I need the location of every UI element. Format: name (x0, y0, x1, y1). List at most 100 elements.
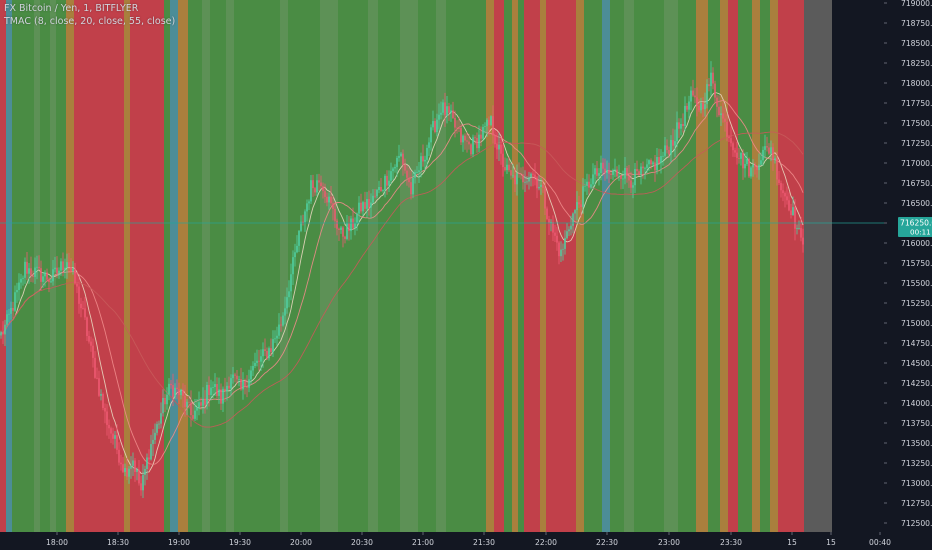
candle (146, 453, 148, 480)
candle-body (772, 147, 774, 160)
candle (510, 162, 512, 180)
candle (628, 164, 630, 188)
candle (358, 196, 360, 224)
candle (422, 144, 424, 167)
candle (752, 159, 754, 177)
candle (214, 373, 216, 397)
candle (192, 403, 194, 420)
candle (32, 270, 34, 283)
price-tick-label: 718000.00 (901, 79, 932, 88)
candle (280, 316, 282, 332)
time-tick-label: 18:30 (107, 538, 129, 547)
candle-body (486, 119, 488, 127)
candle-body (446, 106, 448, 116)
candle-body (366, 198, 368, 209)
candle (544, 181, 546, 215)
symbol-title[interactable]: FX Bitcoin / Yen, 1, BITFLYER (4, 3, 139, 14)
candle (684, 96, 686, 131)
candle-body (494, 135, 496, 145)
ma-line-55 (0, 131, 804, 428)
candle (790, 203, 792, 219)
candle (462, 134, 464, 152)
candle-body (784, 193, 786, 197)
candle-body (414, 172, 416, 178)
candle (112, 427, 114, 445)
candle (360, 193, 362, 214)
candle-body (164, 398, 166, 405)
candle-body (42, 276, 44, 282)
candle (686, 103, 688, 112)
candle (522, 166, 524, 190)
candle (520, 167, 522, 180)
candle (76, 272, 78, 294)
candle (294, 243, 296, 267)
price-axis[interactable]: 719000.00 718750.00 718500.00 718250.00 7180… (884, 0, 932, 550)
candle (274, 330, 276, 343)
candle (332, 195, 334, 221)
candle-body (104, 407, 106, 412)
candle (500, 137, 502, 165)
candle (800, 216, 802, 242)
candle (62, 252, 64, 277)
candle-body (450, 110, 452, 113)
candle (598, 168, 600, 186)
candle-body (2, 332, 4, 335)
candle-body (162, 398, 164, 414)
candle-body (524, 181, 526, 183)
candle (206, 381, 208, 410)
candle (204, 390, 206, 414)
candle-body (802, 237, 804, 245)
candle-body (82, 308, 84, 309)
candle-body (234, 374, 236, 376)
candle-body (794, 207, 796, 229)
price-tick-label: 718500.00 (901, 39, 932, 48)
candle (780, 180, 782, 198)
candle (236, 369, 238, 385)
candle (512, 164, 514, 178)
candle (98, 370, 100, 397)
candle-body (540, 184, 542, 187)
candle (476, 132, 478, 153)
indicator-title[interactable]: TMAC (8, close, 20, close, 55, close) (4, 15, 176, 27)
candle (100, 389, 102, 401)
candle-body (428, 142, 430, 148)
candle-body (786, 196, 788, 201)
candle (586, 173, 588, 196)
candle (626, 165, 628, 183)
candle-body (308, 201, 310, 204)
candle-body (800, 228, 802, 238)
zone-bull (634, 0, 664, 532)
candle (202, 387, 204, 414)
candle-body (630, 180, 632, 188)
candle (678, 118, 680, 138)
candle-body (738, 157, 740, 159)
candle (760, 152, 762, 166)
candle-body (118, 449, 120, 463)
candle (234, 372, 236, 383)
time-axis[interactable]: 18:00 18:30 19:00 19:30 20:00 20:30 21:00 21:30… (0, 532, 932, 550)
candle-body (420, 156, 422, 171)
candle (518, 162, 520, 178)
candle (516, 164, 518, 196)
candle (0, 330, 2, 339)
candle-body (208, 384, 210, 396)
candle-body (298, 230, 300, 246)
candle (90, 336, 92, 352)
candle-body (72, 268, 74, 271)
candle-body (318, 180, 320, 183)
candle (574, 209, 576, 221)
candle-body (38, 266, 40, 269)
candle (110, 426, 112, 444)
price-tick-label: 717000.00 (901, 159, 932, 168)
candle (456, 120, 458, 134)
candle-body (136, 469, 138, 472)
candle-body (296, 245, 298, 253)
candle-body (746, 158, 748, 165)
candle-body (50, 281, 52, 283)
candle (50, 278, 52, 283)
candle (414, 169, 416, 184)
time-tick-label: 23:00 (658, 538, 680, 547)
candle-body (226, 385, 228, 392)
candle-body (656, 157, 658, 171)
